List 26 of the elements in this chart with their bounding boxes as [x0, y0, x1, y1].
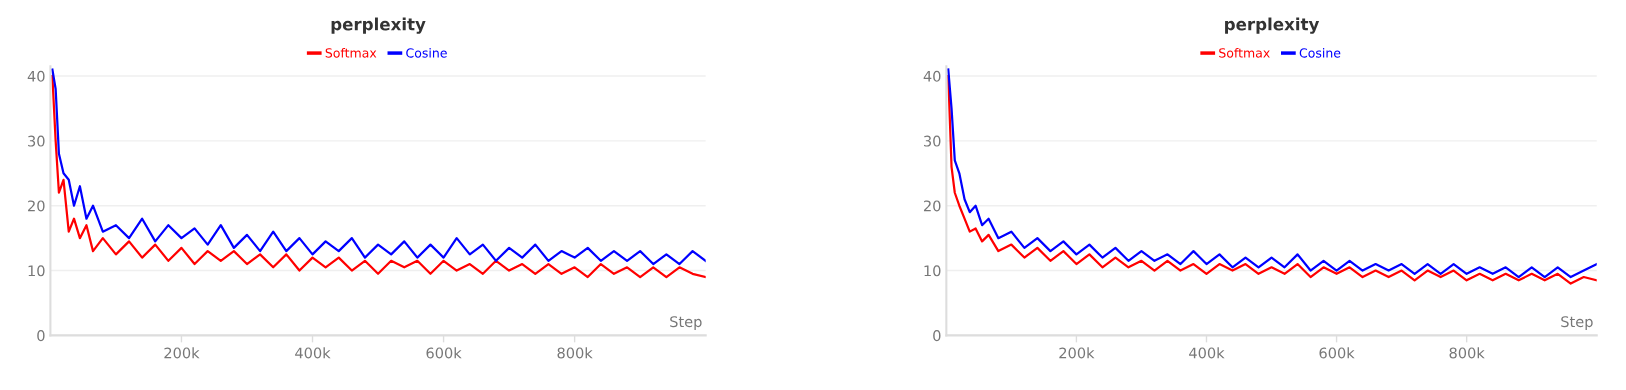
x-tick-label: 400k — [295, 347, 331, 359]
legend-label: Softmax — [325, 47, 377, 58]
y-tick-label: 10 — [28, 265, 45, 277]
y-tick-label: 30 — [28, 135, 45, 147]
legend-label: Softmax — [1219, 47, 1270, 58]
x-tick-label: 800k — [1449, 347, 1485, 359]
legend-label: Cosine — [406, 47, 447, 58]
y-tick-label: 40 — [923, 70, 941, 82]
x-tick-label: 200k — [164, 347, 200, 359]
x-tick-label: 600k — [426, 347, 462, 359]
y-tick-label: 30 — [924, 135, 941, 147]
x-axis-title: Step — [1561, 316, 1593, 331]
legend-label: Cosine — [1299, 47, 1341, 58]
x-tick-label: 600k — [1319, 347, 1355, 359]
y-tick-label: 20 — [923, 200, 941, 212]
y-tick-label: 20 — [28, 200, 45, 212]
x-tick-label: 200k — [1059, 347, 1095, 359]
chart-title: perplexity — [1225, 17, 1320, 34]
x-axis-title: Step — [670, 316, 702, 331]
y-tick-label: 40 — [27, 70, 45, 82]
y-tick-label: 0 — [37, 330, 45, 342]
y-tick-label: 10 — [924, 265, 941, 277]
x-tick-label: 800k — [557, 347, 593, 359]
chart-title: perplexity — [331, 17, 426, 34]
y-tick-label: 0 — [933, 330, 941, 342]
x-tick-label: 400k — [1189, 347, 1225, 359]
